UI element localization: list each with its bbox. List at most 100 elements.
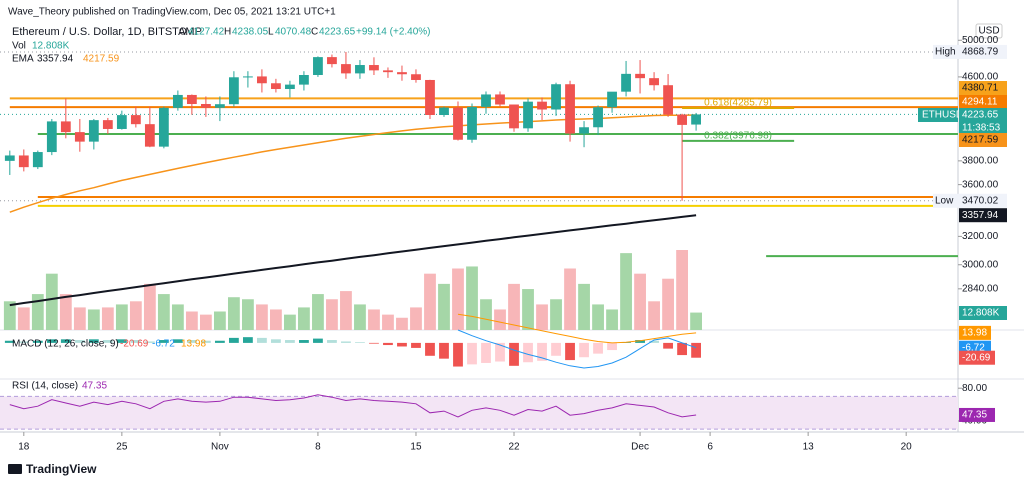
- macd-hist-bar: [32, 340, 43, 343]
- x-tick-label: 15: [410, 442, 422, 453]
- macd-hist-bar: [453, 342, 463, 367]
- candle-body: [32, 152, 43, 168]
- macd-value: -6.72: [152, 339, 175, 350]
- volume-bar: [494, 309, 506, 330]
- volume-bar: [270, 309, 282, 330]
- rsi-badge: 47.35: [962, 410, 987, 421]
- macd-hist-bar: [635, 340, 645, 343]
- level-badge: 4380.71: [962, 83, 999, 94]
- volume-bar: [45, 273, 58, 330]
- candle-body: [18, 155, 29, 168]
- volume-bar: [171, 304, 184, 330]
- macd-hist-value: -20.69: [120, 339, 149, 350]
- volume-bar: [592, 304, 604, 330]
- macd-hist-bar: [186, 340, 197, 343]
- x-tick-label: 25: [116, 442, 128, 453]
- macd-hist-bar: [285, 340, 295, 343]
- y-tick-label: 3200.00: [962, 231, 999, 242]
- macd-hist-bar: [537, 342, 547, 361]
- volume-bar: [382, 314, 394, 330]
- fib-label: 0.382(3976.98): [704, 131, 772, 142]
- candle-body: [509, 104, 519, 129]
- ema50-value: 4217.59: [83, 54, 120, 65]
- volume-bar: [213, 311, 226, 330]
- candle-body: [257, 76, 267, 84]
- level-badge: 4294.11: [962, 97, 998, 108]
- candle-body: [411, 74, 421, 80]
- volume-bar: [17, 307, 30, 330]
- signal-value: 13.98: [181, 339, 206, 350]
- volume-badge: 12.808K: [962, 308, 1000, 319]
- volume-bar: [396, 317, 408, 330]
- volume-value: 12.808K: [32, 41, 70, 52]
- level-badge-box: [959, 95, 1007, 109]
- macd-hist-bar: [425, 342, 435, 356]
- candle-body: [88, 120, 99, 142]
- candle-body: [285, 84, 295, 90]
- macd-hist-bar: [523, 342, 533, 363]
- candle-body: [439, 107, 449, 116]
- volume-bar: [452, 268, 464, 330]
- price-badge: 4223.65: [962, 110, 999, 121]
- signal-badge: 13.98: [962, 328, 987, 339]
- publisher: Wave_Theory published on TradingView.com…: [8, 7, 336, 18]
- ema200-badge-box: [959, 208, 1007, 223]
- volume-bar: [3, 301, 16, 330]
- macd-hist-bar: [397, 342, 407, 347]
- logo: TradingView: [8, 462, 97, 476]
- y-tick-label: 3000.00: [962, 259, 999, 270]
- candle-body: [481, 94, 491, 107]
- candle-body: [467, 106, 477, 140]
- candle-body: [172, 94, 183, 108]
- ohlc-l-value: 4070.48: [275, 27, 312, 38]
- candle-body: [271, 83, 281, 90]
- volume-bar: [31, 294, 44, 330]
- macd-hist-bar: [158, 340, 169, 343]
- candle-body: [453, 107, 463, 140]
- volume-bar: [256, 304, 268, 330]
- macd-hist-bar: [551, 342, 561, 356]
- ohlc-c-value: 4223.65: [319, 27, 356, 38]
- volume-bar: [676, 250, 688, 330]
- x-tick-label: Nov: [211, 442, 229, 453]
- candle-body: [313, 57, 323, 76]
- low-badge: 3470.02: [962, 195, 999, 206]
- y-tick-label: 5000.00: [962, 35, 999, 46]
- x-tick-label: 6: [707, 442, 713, 453]
- macd-badge: -6.72: [962, 342, 985, 353]
- candle-body: [579, 127, 589, 134]
- volume-bar: [368, 309, 380, 330]
- ema200-value: 3357.94: [37, 54, 74, 65]
- volume-bar: [73, 307, 86, 330]
- volume-bar: [564, 268, 576, 330]
- macd-hist-bar: [4, 340, 15, 343]
- high-label-box: [933, 44, 963, 59]
- volume-bar: [87, 309, 100, 330]
- candle-body: [565, 84, 575, 134]
- macd-hist-bar: [144, 341, 155, 343]
- candle-body: [383, 70, 393, 73]
- macd-hist-bar: [60, 339, 71, 343]
- volume-bar: [129, 301, 142, 330]
- candle-body: [214, 104, 225, 108]
- macd-hist-bar: [691, 342, 701, 358]
- candle-body: [691, 114, 701, 125]
- countdown: 11:38:53: [962, 123, 1001, 134]
- macd-hist-bar: [271, 339, 281, 343]
- candle-body: [144, 124, 155, 147]
- ohlc-h: H: [224, 27, 231, 38]
- macd-hist-bar: [467, 342, 477, 365]
- macd-hist-bar: [677, 342, 687, 356]
- logo-text: TradingView: [26, 462, 97, 476]
- ema200-line: [9, 214, 697, 307]
- macd-hist-bar: [481, 342, 491, 363]
- x-tick-label: 18: [18, 442, 30, 453]
- macd-hist-bar: [88, 339, 99, 343]
- ohlc-o: O: [179, 27, 187, 38]
- candle-body: [243, 76, 253, 78]
- symbol-box: [918, 108, 958, 122]
- candle-body: [369, 65, 379, 71]
- candle-body: [635, 73, 645, 79]
- plot-area: 18 25 Nov 8 15 22 Dec 6 13 20 0.618(4285.79) 0.382(…: [0, 0, 1024, 453]
